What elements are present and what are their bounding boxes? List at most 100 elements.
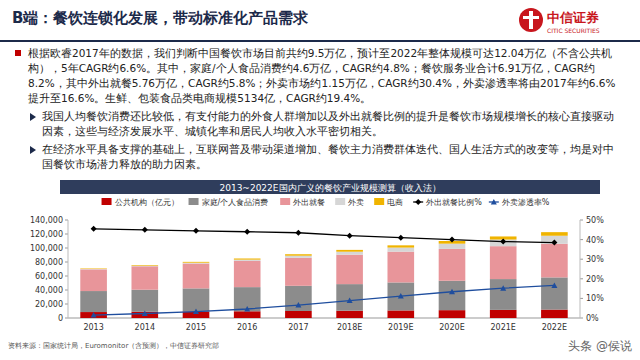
line-marker (449, 289, 455, 295)
legend-label: 外卖 (348, 198, 364, 207)
bar-segment (387, 310, 414, 318)
bar-segment (131, 290, 158, 312)
bar-segment (285, 254, 312, 255)
line-marker (193, 228, 199, 234)
legend-swatch (374, 198, 384, 205)
legend-swatch (335, 198, 345, 205)
line-marker (142, 310, 148, 316)
bar-segment (285, 311, 312, 318)
bar-segment (387, 248, 414, 252)
x-tick-label: 2019E (388, 323, 413, 332)
logo-icon (519, 8, 543, 32)
y-tick-label: 100,000 (30, 244, 63, 253)
bar-segment (234, 261, 261, 287)
y-tick-label: 40,000 (35, 286, 63, 295)
y-tick-label: 60,000 (35, 272, 63, 281)
bar-segment (131, 265, 158, 267)
bullet-marker (15, 50, 21, 56)
source-note: 资料来源：国家统计局，Euromonitor（含预测），中信证券研究部 (8, 342, 219, 350)
y-tick-label: 80,000 (35, 258, 63, 267)
bar-segment (80, 269, 107, 291)
sub-bullet-marker (30, 113, 36, 121)
line-marker (193, 309, 199, 315)
bar-segment (541, 232, 568, 236)
chart: 2013~2022E国内广义的餐饮产业规模测算（收入法） 0 20,000 40,00… (0, 0, 640, 360)
line-marker (398, 235, 404, 241)
y-tick-label: 20,000 (35, 300, 63, 309)
bar-segment (183, 288, 210, 311)
bar-segment (541, 310, 568, 318)
sub-bullet: 在经济水平具备支撑的基础上，互联网普及带动渠道增加、餐饮主力消费群体迭代、国人生… (28, 142, 622, 172)
line-marker (295, 302, 301, 308)
line-series (94, 229, 555, 243)
bar-segment (490, 310, 517, 318)
bar-segment (131, 265, 158, 267)
bar-segment (336, 250, 363, 252)
line-marker (91, 226, 97, 232)
x-tick-label: 2020E (439, 323, 464, 332)
bar-segment (439, 281, 466, 310)
bullet-text: 根据欧睿2017年的数据，我们判断中国餐饮市场目前共约9.5万亿，预计至2022… (28, 46, 622, 106)
x-tick-label: 2021E (490, 323, 515, 332)
line-marker (415, 199, 421, 205)
y-tick-label: 120,000 (30, 230, 63, 239)
line-marker (295, 230, 301, 236)
bar-segment (336, 252, 363, 255)
bar-segment (336, 284, 363, 311)
line-marker (398, 293, 404, 299)
bar-segment (336, 311, 363, 318)
legend-label: 家庭/个人食品消费 (202, 198, 269, 207)
bar-segment (234, 259, 261, 260)
line-marker (91, 312, 97, 318)
line-series (94, 285, 555, 315)
x-tick-label: 2013 (83, 323, 103, 332)
line-marker (449, 237, 455, 243)
chart-title: 2013~2022E国内广义的餐饮产业规模测算（收入法） (219, 183, 440, 193)
bar-segment (234, 260, 261, 261)
legend-label: 电商 (387, 198, 403, 207)
logo-text: 中信证券 (547, 10, 599, 25)
bar-segment (80, 291, 107, 312)
y-tick-label: 0 (58, 314, 63, 323)
x-tick-label: 2018E (337, 323, 362, 332)
slide-title: B端：餐饮连锁化发展，带动标准化产品需求 (12, 9, 308, 28)
logo: 中信证券 CITIC SECURITIES (515, 2, 635, 42)
sub-bullet: 我国人均餐饮消费还比较低，有支付能力的外食人群增加以及外出就餐比例的提升是餐饮市… (28, 109, 622, 139)
legend-label: 外出就餐 (293, 198, 325, 207)
logo-icon-bar (523, 16, 539, 19)
bar-segment (183, 264, 210, 289)
bar-segment (439, 249, 466, 281)
line-marker (500, 285, 506, 291)
bar-segment (490, 246, 517, 279)
bar-segment (183, 261, 210, 263)
line-marker (244, 229, 250, 235)
bar-segment (285, 256, 312, 258)
logo-text-en: CITIC SECURITIES (547, 27, 600, 34)
bar-segment (387, 245, 414, 247)
y-tick-label: 140,000 (30, 216, 63, 225)
bar-segment (131, 266, 158, 289)
bar-segment (439, 310, 466, 318)
legend-swatch (189, 198, 199, 205)
line-marker (347, 298, 353, 304)
y2-tick-label: 0% (586, 314, 599, 323)
line-marker (500, 239, 506, 245)
plot-area (80, 226, 567, 318)
line-marker (551, 240, 557, 246)
bar-segment (541, 277, 568, 309)
bar-segment (541, 244, 568, 278)
bar-segment (336, 255, 363, 284)
bar-segment (490, 240, 517, 247)
bar-segment (285, 286, 312, 311)
bar-segment (80, 269, 107, 270)
chart-title-bar (60, 180, 600, 194)
line-marker (551, 282, 557, 288)
legend-swatch (280, 198, 290, 205)
y2-tick-label: 10% (586, 294, 604, 303)
logo-icon-bar (529, 11, 533, 29)
line-marker (491, 199, 497, 205)
bar-segment (234, 311, 261, 318)
bar-segment (439, 244, 466, 249)
watermark: 头条 @侯说 (568, 338, 632, 355)
sub-bullet-text: 在经济水平具备支撑的基础上，互联网普及带动渠道增加、餐饮主力消费群体迭代、国人生… (42, 142, 622, 172)
